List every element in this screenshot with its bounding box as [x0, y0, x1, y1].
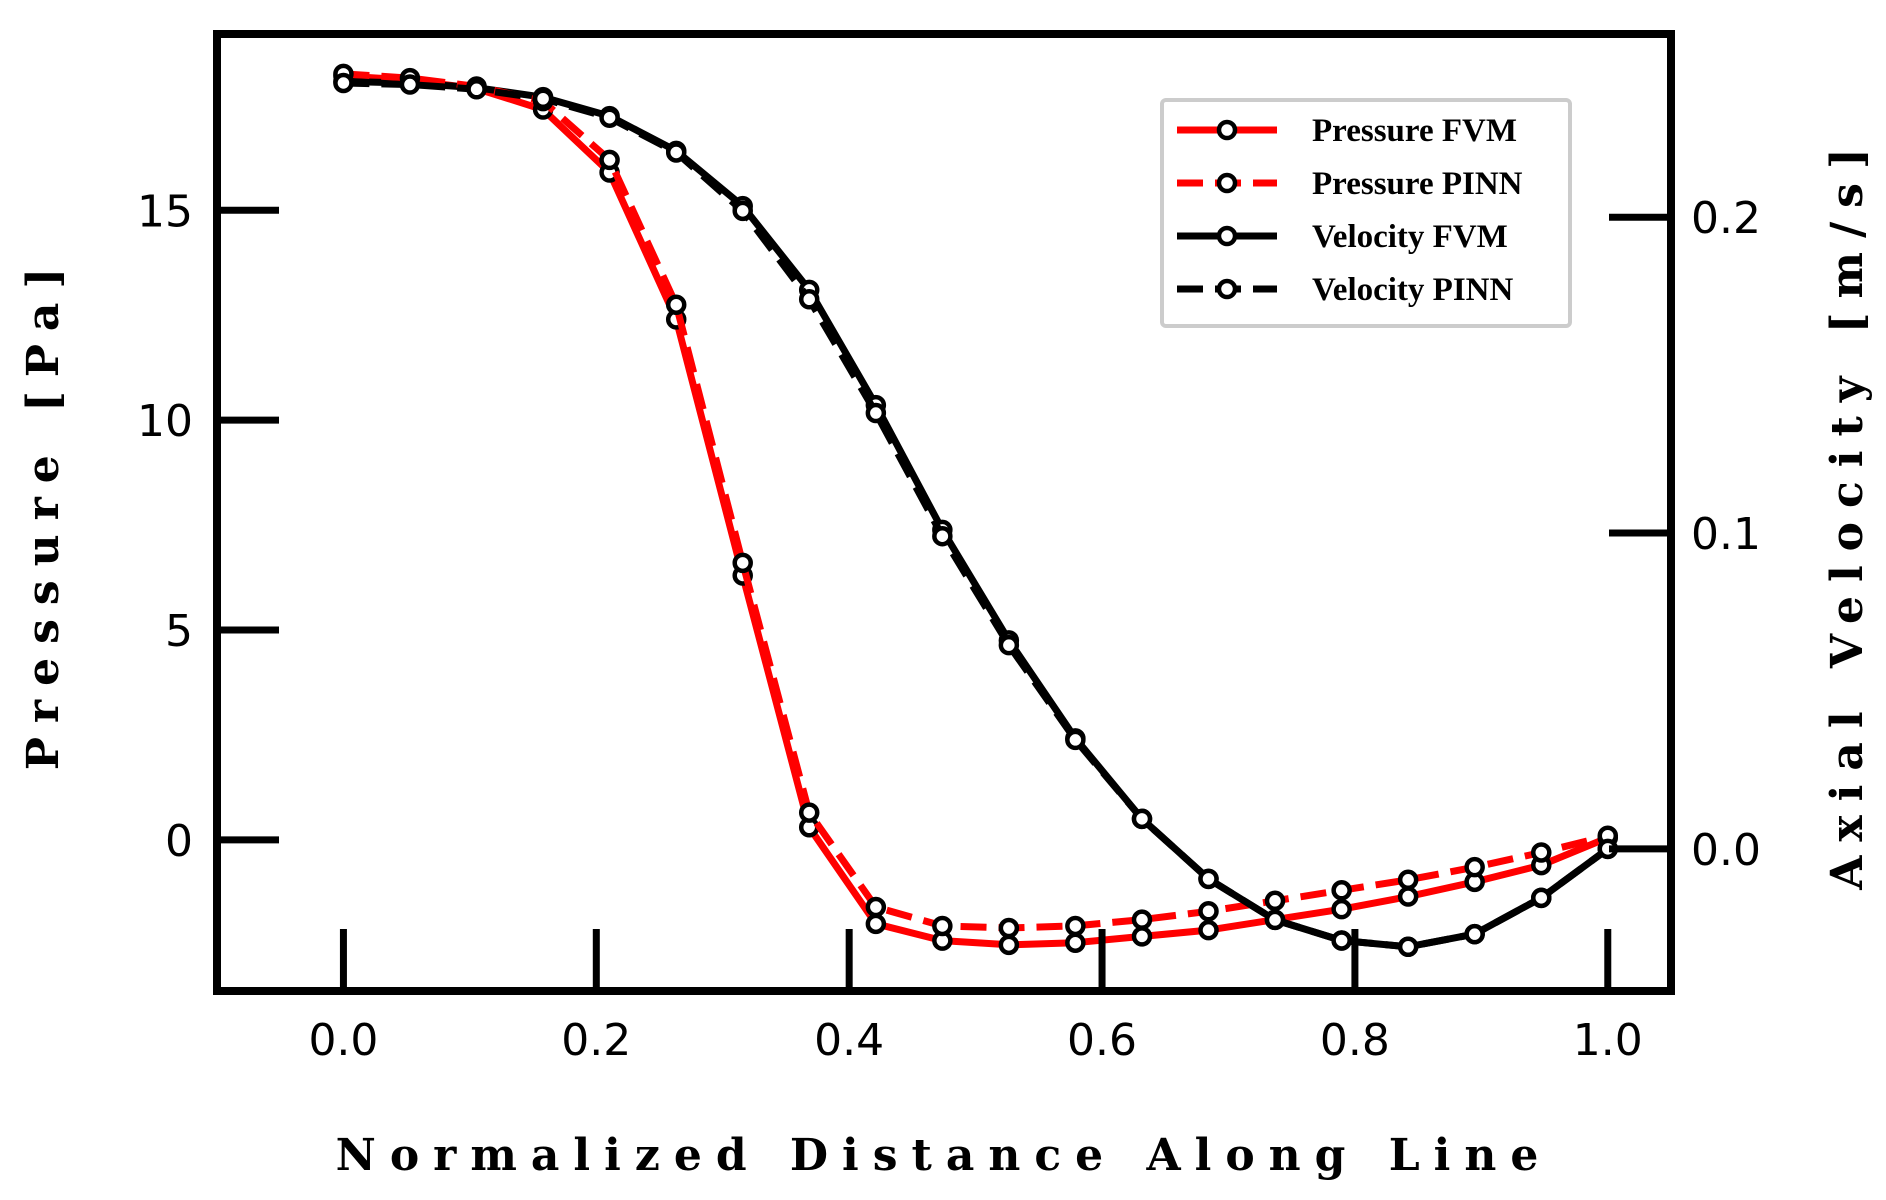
point-pressure-pinn — [1331, 880, 1352, 901]
legend-marker — [1216, 119, 1238, 141]
y-right-tick-label: 0.0 — [1691, 825, 1761, 876]
y-axis-left-title: Pressure [Pa] — [18, 254, 69, 770]
point-velocity-pinn — [932, 525, 953, 547]
point-pressure-pinn — [1531, 842, 1552, 863]
point-pressure-fvm — [1065, 932, 1086, 953]
point-velocity-pinn — [798, 289, 820, 310]
x-axis-title: Normalized Distance Along Line — [336, 1130, 1553, 1181]
y-right-tick-label: 0.2 — [1691, 193, 1761, 244]
point-pressure-pinn — [1464, 856, 1485, 878]
point-pressure-fvm — [865, 913, 887, 935]
legend-box — [1160, 98, 1572, 328]
point-velocity-pinn — [732, 200, 753, 222]
point-velocity-pinn — [1331, 930, 1352, 951]
point-velocity-pinn — [1131, 808, 1153, 830]
point-pressure-fvm — [1397, 886, 1419, 907]
legend-label: Pressure FVM — [1312, 113, 1517, 149]
point-pressure-pinn — [1397, 869, 1419, 891]
point-velocity-pinn — [1464, 923, 1485, 945]
tick-layer: 0.0 0.2 0.4 0.6 0.8 1.0 0 5 10 15 0.0 0.1 0.2 — [137, 186, 1761, 1066]
point-velocity-pinn — [1198, 868, 1219, 890]
point-velocity-pinn — [1065, 729, 1086, 751]
point-velocity-pinn — [333, 72, 354, 94]
legend-entry-pressure-pinn: Pressure PINN — [1177, 166, 1523, 202]
point-pressure-pinn — [732, 552, 753, 574]
series-pressure-pinn — [333, 63, 1619, 939]
x-tick-label: 0.4 — [814, 1015, 884, 1066]
point-velocity-pinn — [532, 88, 554, 109]
point-pressure-pinn — [865, 896, 887, 918]
x-tick-label: 1.0 — [1573, 1015, 1643, 1066]
legend-marker — [1216, 172, 1238, 194]
series-line-pressure-pinn — [343, 70, 1609, 932]
point-velocity-pinn — [466, 79, 487, 100]
point-pressure-fvm — [1198, 919, 1219, 941]
series-line-pressure-fvm — [343, 72, 1610, 949]
point-pressure-pinn — [1198, 901, 1219, 922]
y-axis-right-title: Axial Velocity [m/s] — [1822, 134, 1873, 891]
legend-marker — [1216, 278, 1238, 300]
point-pressure-pinn — [599, 149, 620, 171]
point-pressure-pinn — [998, 917, 1020, 939]
y-left-tick-label: 15 — [137, 186, 193, 237]
legend-marker — [1216, 225, 1238, 247]
point-velocity-pinn — [1397, 936, 1419, 958]
point-velocity-pinn — [865, 402, 887, 424]
legend-label: Velocity PINN — [1312, 272, 1514, 308]
point-velocity-pinn — [665, 142, 687, 163]
point-pressure-pinn — [665, 294, 687, 315]
y-left-tick-label: 5 — [165, 606, 193, 657]
point-velocity-pinn — [599, 107, 620, 128]
point-pressure-fvm — [1131, 926, 1153, 947]
y-right-tick-label: 0.1 — [1691, 509, 1761, 560]
y-left-tick-label: 10 — [137, 396, 193, 447]
series-line-velocity-pinn — [343, 79, 1610, 951]
legend-entry-pressure-fvm: Pressure FVM — [1177, 113, 1517, 149]
point-velocity-pinn — [399, 74, 421, 95]
point-pressure-pinn — [932, 915, 953, 937]
point-pressure-pinn — [1065, 915, 1086, 937]
legend-entry-velocity-pinn: Velocity PINN — [1177, 272, 1514, 308]
point-pressure-pinn — [1264, 890, 1286, 912]
x-tick-label: 0.8 — [1320, 1015, 1390, 1066]
legend-label: Pressure PINN — [1312, 166, 1523, 202]
legend-entry-velocity-fvm: Velocity FVM — [1177, 219, 1508, 255]
legend-label: Velocity FVM — [1312, 219, 1508, 255]
plot-frame — [213, 30, 1675, 995]
point-pressure-fvm — [998, 934, 1020, 956]
x-tick-label: 0.0 — [308, 1015, 378, 1066]
x-tick-label: 0.6 — [1067, 1015, 1137, 1066]
x-tick-label: 0.2 — [561, 1015, 631, 1066]
legend: Pressure FVM Pressure PINN Velocity FVM Vel… — [1160, 98, 1572, 328]
point-pressure-pinn — [1131, 909, 1153, 930]
point-pressure-pinn — [798, 802, 820, 823]
point-pressure-fvm — [1331, 898, 1352, 920]
point-velocity-pinn — [1264, 909, 1286, 931]
y-left-tick-label: 0 — [165, 816, 193, 867]
series-layer — [333, 63, 1619, 958]
series-velocity-pinn — [333, 72, 1619, 958]
point-velocity-pinn — [1531, 887, 1552, 909]
point-velocity-pinn — [998, 634, 1020, 656]
